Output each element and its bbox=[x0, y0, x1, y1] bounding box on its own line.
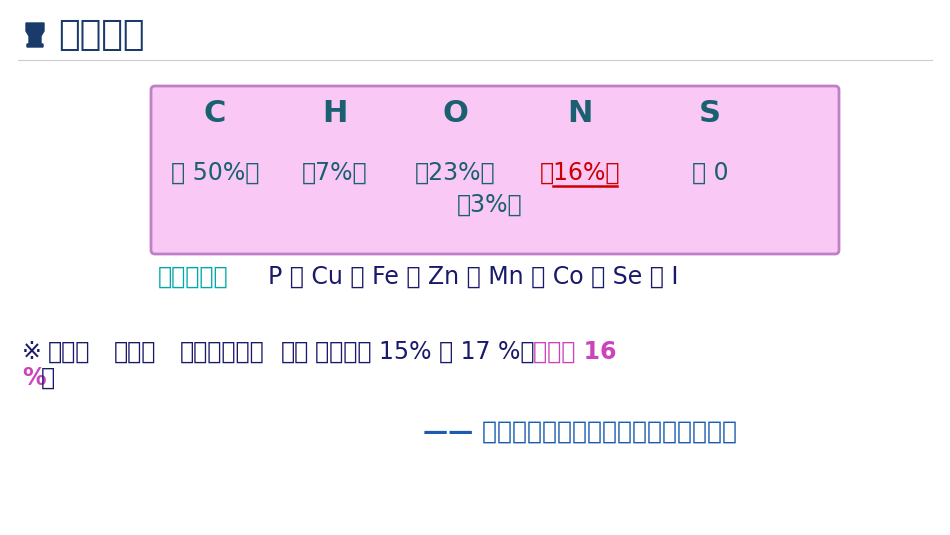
Text: （7%）: （7%） bbox=[302, 161, 368, 185]
Text: 平均为 16: 平均为 16 bbox=[533, 340, 617, 364]
Text: （23%）: （23%） bbox=[415, 161, 495, 185]
Text: （ 0: （ 0 bbox=[692, 161, 729, 185]
Polygon shape bbox=[26, 23, 44, 47]
Text: —— 凯氏定氮法测定蛋白质含量的计算基础: —— 凯氏定氮法测定蛋白质含量的计算基础 bbox=[423, 420, 737, 444]
Text: %: % bbox=[22, 366, 46, 390]
Text: （ 50%）: （ 50%） bbox=[171, 161, 259, 185]
Text: （16%）: （16%） bbox=[540, 161, 620, 185]
Text: 的含量都相当: 的含量都相当 bbox=[180, 340, 265, 364]
Text: ～3%）: ～3%） bbox=[457, 193, 522, 217]
Text: N: N bbox=[567, 98, 593, 127]
Text: P 、 Cu 、 Fe 、 Zn 、 Mn 、 Co 、 Se 、 I: P 、 Cu 、 Fe 、 Zn 、 Mn 、 Co 、 Se 、 I bbox=[268, 265, 678, 289]
FancyBboxPatch shape bbox=[151, 86, 839, 254]
Text: ，一般在 15% ～ 17 %，: ，一般在 15% ～ 17 %， bbox=[315, 340, 535, 364]
Text: 蛋白质: 蛋白质 bbox=[48, 340, 90, 364]
Text: S: S bbox=[699, 98, 721, 127]
Text: 接近: 接近 bbox=[281, 340, 310, 364]
Text: 元素组成: 元素组成 bbox=[58, 18, 144, 52]
Text: ※: ※ bbox=[22, 340, 42, 364]
Text: C: C bbox=[204, 98, 226, 127]
Text: O: O bbox=[442, 98, 468, 127]
Text: 氮元素: 氮元素 bbox=[114, 340, 157, 364]
Text: 。: 。 bbox=[41, 366, 55, 390]
Text: 其它元素：: 其它元素： bbox=[158, 265, 229, 289]
Text: H: H bbox=[322, 98, 348, 127]
